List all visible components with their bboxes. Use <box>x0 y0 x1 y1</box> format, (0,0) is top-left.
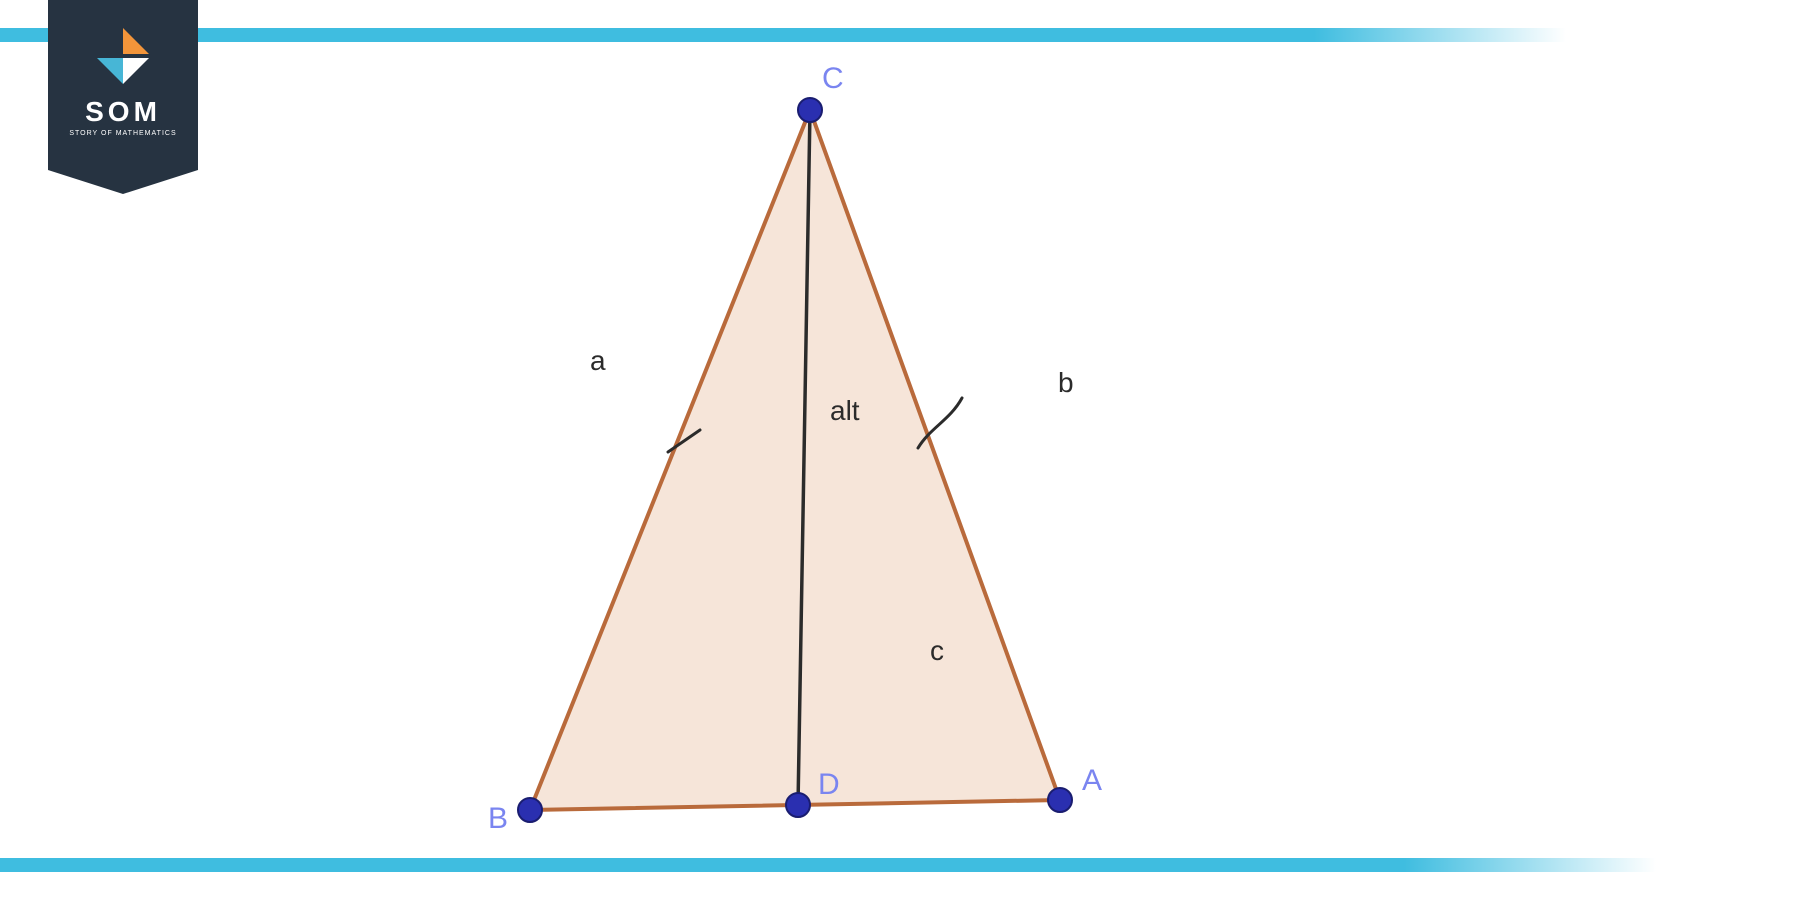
side-label-alt: alt <box>830 395 860 426</box>
vertex-label-D: D <box>818 768 840 801</box>
side-label-a: a <box>590 345 606 376</box>
side-label-c: c <box>930 635 944 666</box>
triangle-shape <box>530 110 1060 810</box>
vertex-label-C: C <box>822 62 844 95</box>
vertex-point-C <box>798 98 822 122</box>
triangle-diagram: a b c alt C B A D <box>0 0 1800 900</box>
vertex-label-B: B <box>488 802 508 835</box>
vertex-point-D <box>786 793 810 817</box>
side-label-b: b <box>1058 367 1074 398</box>
vertex-point-A <box>1048 788 1072 812</box>
vertex-point-B <box>518 798 542 822</box>
vertex-label-A: A <box>1082 764 1102 797</box>
